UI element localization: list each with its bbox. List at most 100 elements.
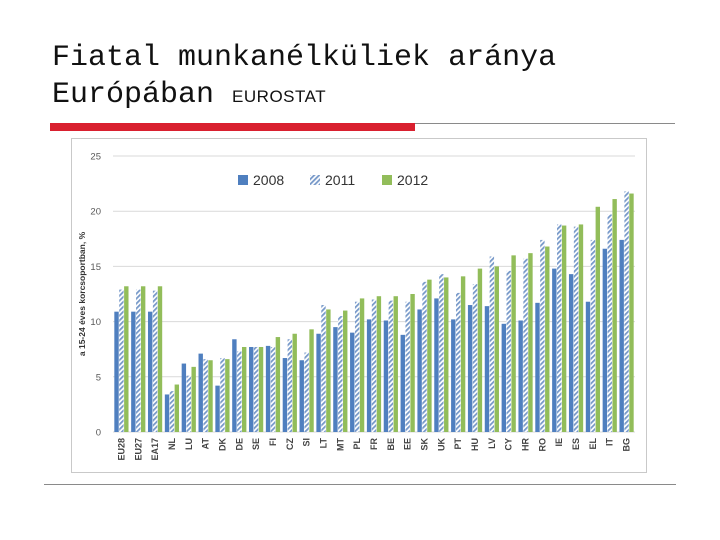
x-tick-label: PT — [453, 438, 463, 450]
bar-2011 — [354, 301, 360, 432]
bar-2011 — [152, 290, 158, 432]
bar-2008 — [585, 301, 591, 432]
legend-2008-label: 2008 — [253, 172, 284, 188]
bar-2012 — [444, 277, 449, 432]
x-tick-label: HR — [521, 438, 531, 451]
legend-layer: 2008 2011 2012 — [238, 172, 428, 188]
bar-2008 — [451, 319, 456, 432]
bar-2011 — [169, 391, 175, 432]
bar-2012 — [292, 333, 297, 432]
bar-2011 — [455, 292, 461, 432]
bottom-rule — [44, 484, 676, 485]
bar-2012 — [595, 206, 601, 432]
bar-2012 — [427, 279, 432, 432]
bar-2008 — [552, 268, 557, 432]
bar-2008 — [316, 333, 321, 432]
bar-2011 — [573, 226, 579, 432]
bar-2012 — [225, 359, 230, 432]
bar-2011 — [371, 299, 377, 432]
bar-2008 — [518, 320, 523, 432]
x-tick-label: SK — [420, 438, 430, 451]
bar-2011 — [523, 258, 528, 432]
x-tick-label: DK — [217, 438, 227, 451]
bar-2011 — [472, 284, 478, 432]
bar-2011 — [287, 339, 293, 432]
bar-2008 — [417, 309, 422, 432]
x-tick-label: AT — [201, 438, 211, 450]
bar-2008 — [299, 360, 304, 432]
y-tick-label: 15 — [90, 262, 101, 273]
x-tick-label: BG — [622, 438, 632, 452]
bar-2011 — [203, 359, 208, 432]
bar-2008 — [350, 332, 355, 432]
bar-2011 — [270, 346, 276, 432]
bar-2008 — [535, 302, 540, 432]
accent-bar — [50, 123, 415, 131]
x-tick-label: EU28 — [116, 438, 126, 461]
title-line-1: Fiatal munkanélküliek aránya — [52, 41, 557, 75]
bar-2012 — [343, 310, 348, 432]
bar-2012 — [208, 360, 213, 432]
bar-chart: 0 5 10 15 20 25 a 15-24 éves korcsoportban, % E… — [77, 152, 635, 461]
x-tick-label: IE — [554, 438, 564, 447]
bar-2011 — [220, 358, 225, 432]
bar-2008 — [568, 274, 574, 432]
x-tick-label: SE — [251, 438, 261, 450]
bar-2012 — [545, 246, 550, 432]
bar-2011 — [590, 239, 596, 432]
legend-2012-swatch — [382, 175, 392, 185]
bar-2011 — [321, 305, 326, 432]
x-tick-label: LU — [184, 438, 194, 450]
x-tick-label: ES — [571, 438, 581, 450]
bar-2008 — [282, 358, 288, 432]
bar-2008 — [333, 327, 338, 432]
bar-2012 — [258, 346, 264, 432]
bar-2008 — [383, 320, 389, 432]
bar-2008 — [147, 311, 153, 432]
x-tick-label: EU27 — [133, 438, 143, 461]
bar-2008 — [265, 345, 271, 432]
x-tick-label: EL — [588, 438, 598, 450]
bar-2012 — [393, 296, 398, 432]
bar-2011 — [253, 346, 259, 432]
bar-2011 — [388, 300, 394, 432]
bar-2008 — [181, 363, 187, 432]
bar-2008 — [484, 306, 490, 432]
bar-2008 — [602, 248, 608, 432]
source-label: EUROSTAT — [232, 87, 327, 106]
bar-2011 — [540, 239, 545, 432]
x-tick-label: CZ — [285, 438, 295, 450]
x-tick-label: SI — [302, 438, 312, 447]
bar-2011 — [506, 270, 511, 432]
top-rule — [415, 123, 675, 124]
x-tick-label: LV — [487, 438, 497, 449]
bar-2008 — [501, 323, 507, 432]
bar-2008 — [467, 305, 473, 432]
bar-2008 — [215, 385, 220, 432]
y-tick-label: 10 — [90, 317, 101, 328]
bar-2012 — [241, 346, 247, 432]
y-tick-label: 25 — [90, 152, 101, 163]
bar-2011 — [304, 352, 309, 432]
x-tick-label: EA17 — [150, 438, 160, 461]
y-axis-label: a 15-24 éves korcsoportban, % — [77, 231, 87, 356]
bar-2008 — [619, 239, 624, 432]
bar-2011 — [557, 224, 562, 432]
bar-2012 — [174, 384, 180, 432]
bar-2012 — [528, 253, 533, 432]
x-tick-label: HU — [470, 438, 480, 451]
y-tick-label: 20 — [90, 207, 101, 218]
bar-2012 — [511, 255, 516, 432]
x-tick-label: NL — [167, 438, 177, 450]
bar-2012 — [376, 296, 382, 432]
x-tick-label: DE — [234, 438, 244, 451]
x-tick-label: IT — [605, 437, 615, 446]
bar-2012 — [612, 199, 617, 432]
x-tick-label: EE — [403, 438, 413, 450]
bar-2011 — [422, 281, 427, 432]
bar-2012 — [124, 286, 129, 432]
bar-2008 — [434, 298, 439, 432]
bar-2012 — [460, 276, 466, 432]
bar-2011 — [439, 274, 444, 432]
x-tick-label: UK — [436, 438, 446, 451]
